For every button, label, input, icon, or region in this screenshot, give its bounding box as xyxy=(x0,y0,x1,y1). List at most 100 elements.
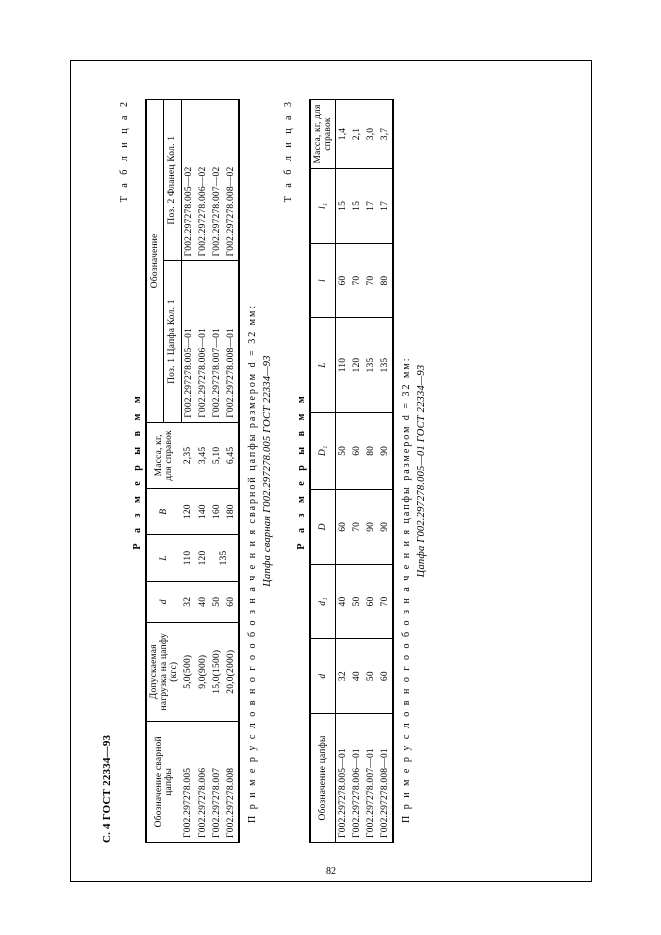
table-row: Г002.297278.005 5,0(500) 32 110 120 2,35… xyxy=(181,100,196,843)
cell: 32 xyxy=(335,639,350,714)
cell: 15 xyxy=(335,169,350,244)
page-number: 82 xyxy=(326,866,336,877)
table3-size-caption: Р а з м е р ы в м м xyxy=(296,99,307,843)
cell: 3,45 xyxy=(196,422,210,488)
cell: 80 xyxy=(364,412,378,489)
table-row: Г002.297278.008—01 60 70 90 90 135 80 17… xyxy=(378,100,393,843)
cell: 120 xyxy=(196,535,210,581)
cell: Г002.297278.006—02 xyxy=(196,100,210,261)
page-content: С. 4 ГОСТ 22334—93 Т а б л и ц а 2 Р а з… xyxy=(71,61,591,881)
cell: 9,0(900) xyxy=(196,622,210,721)
cell: 6,45 xyxy=(224,422,239,488)
cell: Г002.297278.006—01 xyxy=(350,714,364,843)
cell: 60 xyxy=(364,564,378,639)
cell: 5,10 xyxy=(210,422,224,488)
t2-h-desig: Обозначение сварной цапфы xyxy=(146,721,181,842)
table-row: Г002.297278.005—01 32 40 60 50 110 60 15… xyxy=(335,100,350,843)
cell: Г002.297278.005—01 xyxy=(335,714,350,843)
t3-h7: l xyxy=(310,243,336,318)
cell: 90 xyxy=(378,489,393,564)
t2-h-load: Допускаемая нагрузка на цапфу (кгс) xyxy=(146,622,181,721)
cell: 60 xyxy=(335,243,350,318)
table2-example-italic: Цапфа сварная Г002.297278.005 ГОСТ 22334… xyxy=(262,99,273,843)
t2-h-d: d xyxy=(146,581,181,622)
cell: 140 xyxy=(196,489,210,535)
t2-h-mass: Масса, кг, для справок xyxy=(146,422,181,488)
table-row: Г002.297278.006—01 40 50 70 60 120 70 15… xyxy=(350,100,364,843)
page-frame: С. 4 ГОСТ 22334—93 Т а б л и ц а 2 Р а з… xyxy=(70,60,592,882)
table3-example-label: П р и м е р у с л о в н о г о о б о з н … xyxy=(401,99,412,823)
cell: 3,0 xyxy=(364,100,378,169)
t3-h9: Масса, кг, для справок xyxy=(310,100,336,169)
cell: 70 xyxy=(350,489,364,564)
cell: 17 xyxy=(378,169,393,244)
t3-h8: l₁ xyxy=(310,169,336,244)
table-row: Г002.297278.006 9,0(900) 40 120 140 3,45… xyxy=(196,100,210,843)
table-row: Г002.297278.007—01 50 60 90 80 135 70 17… xyxy=(364,100,378,843)
cell: 135 xyxy=(210,535,239,581)
cell: 50 xyxy=(364,639,378,714)
cell: 135 xyxy=(378,318,393,412)
t2-h-pos2: Поз. 2 Фланец Кол. 1 xyxy=(164,100,181,261)
cell: 120 xyxy=(350,318,364,412)
cell: Г002.297278.005—02 xyxy=(181,100,196,261)
cell: 180 xyxy=(224,489,239,535)
cell: 40 xyxy=(350,639,364,714)
cell: Г002.297278.007 xyxy=(210,721,224,842)
t3-h4: D xyxy=(310,489,336,564)
cell: 110 xyxy=(335,318,350,412)
cell: 1,4 xyxy=(335,100,350,169)
table2-label: Т а б л и ц а 2 xyxy=(119,99,130,843)
cell: 90 xyxy=(364,489,378,564)
cell: 135 xyxy=(364,318,378,412)
cell: 60 xyxy=(335,489,350,564)
cell: Г002.297278.008 xyxy=(224,721,239,842)
cell: 20,0(2000) xyxy=(224,622,239,721)
cell: Г002.297278.005—01 xyxy=(181,261,196,422)
cell: 15,0(1500) xyxy=(210,622,224,721)
t3-h1: Обозначение цапфы xyxy=(310,714,336,843)
table2-size-caption: Р а з м е р ы в м м xyxy=(132,99,143,843)
cell: Г002.297278.008—01 xyxy=(224,261,239,422)
cell: 32 xyxy=(181,581,196,622)
t3-h5: D₁ xyxy=(310,412,336,489)
t3-h2: d xyxy=(310,639,336,714)
t2-h-L: L xyxy=(146,535,181,581)
cell: 40 xyxy=(335,564,350,639)
cell: Г002.297278.007—02 xyxy=(210,100,224,261)
t3-h6: L xyxy=(310,318,336,412)
table3: Обозначение цапфы d d₁ D D₁ L l l₁ Масса… xyxy=(309,99,394,843)
table2-example-label: П р и м е р у с л о в н о г о о б о з н … xyxy=(247,99,258,823)
cell: 120 xyxy=(181,489,196,535)
cell: 60 xyxy=(378,639,393,714)
t2-h-pos1: Поз. 1 Цапфа Кол. 1 xyxy=(164,261,181,422)
cell: Г002.297278.006—01 xyxy=(196,261,210,422)
t2-h-B: B xyxy=(146,489,181,535)
cell: 17 xyxy=(364,169,378,244)
cell: Г002.297278.008—01 xyxy=(378,714,393,843)
table3-label: Т а б л и ц а 3 xyxy=(283,99,294,843)
cell: 50 xyxy=(210,581,224,622)
cell: Г002.297278.005 xyxy=(181,721,196,842)
cell: 70 xyxy=(350,243,364,318)
cell: Г002.297278.008—02 xyxy=(224,100,239,261)
cell: 160 xyxy=(210,489,224,535)
table-row: Г002.297278.008 20,0(2000) 60 180 6,45 Г… xyxy=(224,100,239,843)
cell: 50 xyxy=(335,412,350,489)
cell: 5,0(500) xyxy=(181,622,196,721)
page-header: С. 4 ГОСТ 22334—93 xyxy=(101,99,113,843)
table3-example-italic: Цапфа Г002.297278.005—01 ГОСТ 22334—93 xyxy=(416,99,427,843)
cell: 90 xyxy=(378,412,393,489)
cell: 2,1 xyxy=(350,100,364,169)
table2: Обозначение сварной цапфы Допускаемая на… xyxy=(145,99,240,843)
cell: 70 xyxy=(378,564,393,639)
cell: 40 xyxy=(196,581,210,622)
t2-h-desig2: Обозначение xyxy=(146,100,164,423)
cell: 3,7 xyxy=(378,100,393,169)
table-row: Г002.297278.007 15,0(1500) 50 135 160 5,… xyxy=(210,100,224,843)
cell: 110 xyxy=(181,535,196,581)
cell: 50 xyxy=(350,564,364,639)
cell: Г002.297278.007—01 xyxy=(364,714,378,843)
cell: 2,35 xyxy=(181,422,196,488)
cell: 80 xyxy=(378,243,393,318)
